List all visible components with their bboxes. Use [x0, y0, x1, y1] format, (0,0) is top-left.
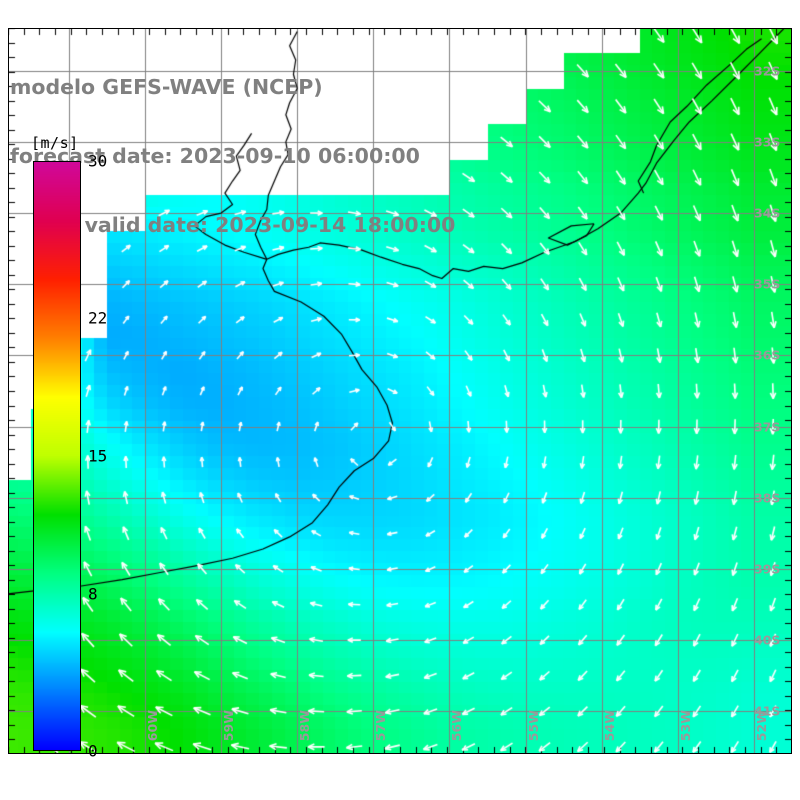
map-plot-area: [8, 28, 792, 754]
colorbar-tick-8: 8: [88, 584, 98, 604]
lat-label-41S: 41S: [754, 703, 781, 719]
lon-label-59W: 59W: [221, 710, 237, 742]
colorbar-tick-15: 15: [88, 446, 108, 466]
lon-label-60W: 60W: [145, 710, 160, 742]
lat-label-39S: 39S: [754, 561, 781, 577]
lat-label-38S: 38S: [754, 490, 781, 506]
colorbar-tick-0: 0: [88, 741, 98, 761]
model-title: modelo GEFS-WAVE (NCEP): [10, 75, 323, 99]
lon-label-55W: 55W: [525, 710, 541, 742]
lat-label-36S: 36S: [754, 347, 781, 363]
lon-label-57W: 57W: [373, 710, 389, 742]
lon-label-54W: 54W: [601, 710, 617, 742]
lat-label-35S: 35S: [754, 276, 781, 292]
lat-label-33S: 33S: [754, 134, 781, 150]
lon-label-53W: 53W: [677, 710, 693, 742]
lat-label-37S: 37S: [754, 419, 781, 435]
valid-date: valid date: 2023-09-14 18:00:00: [84, 213, 456, 237]
lon-label-58W: 58W: [297, 710, 313, 742]
lat-label-32S: 32S: [754, 63, 781, 79]
lon-label-56W: 56W: [449, 710, 465, 742]
lat-label-40S: 40S: [754, 632, 781, 648]
wind-direction-arrows-canvas: [8, 28, 792, 754]
colorbar-tick-30: 30: [88, 151, 108, 171]
colorbar: [33, 161, 83, 753]
map-title-block: modelo GEFS-WAVE (NCEP) forecast date: 2…: [10, 30, 530, 283]
colorbar-gradient: [33, 161, 81, 751]
lon-label-52W: 52W: [753, 710, 769, 742]
colorbar-tick-22: 22: [88, 308, 108, 328]
lat-label-34S: 34S: [754, 205, 781, 221]
colorbar-unit-label: [m/s]: [31, 134, 79, 152]
